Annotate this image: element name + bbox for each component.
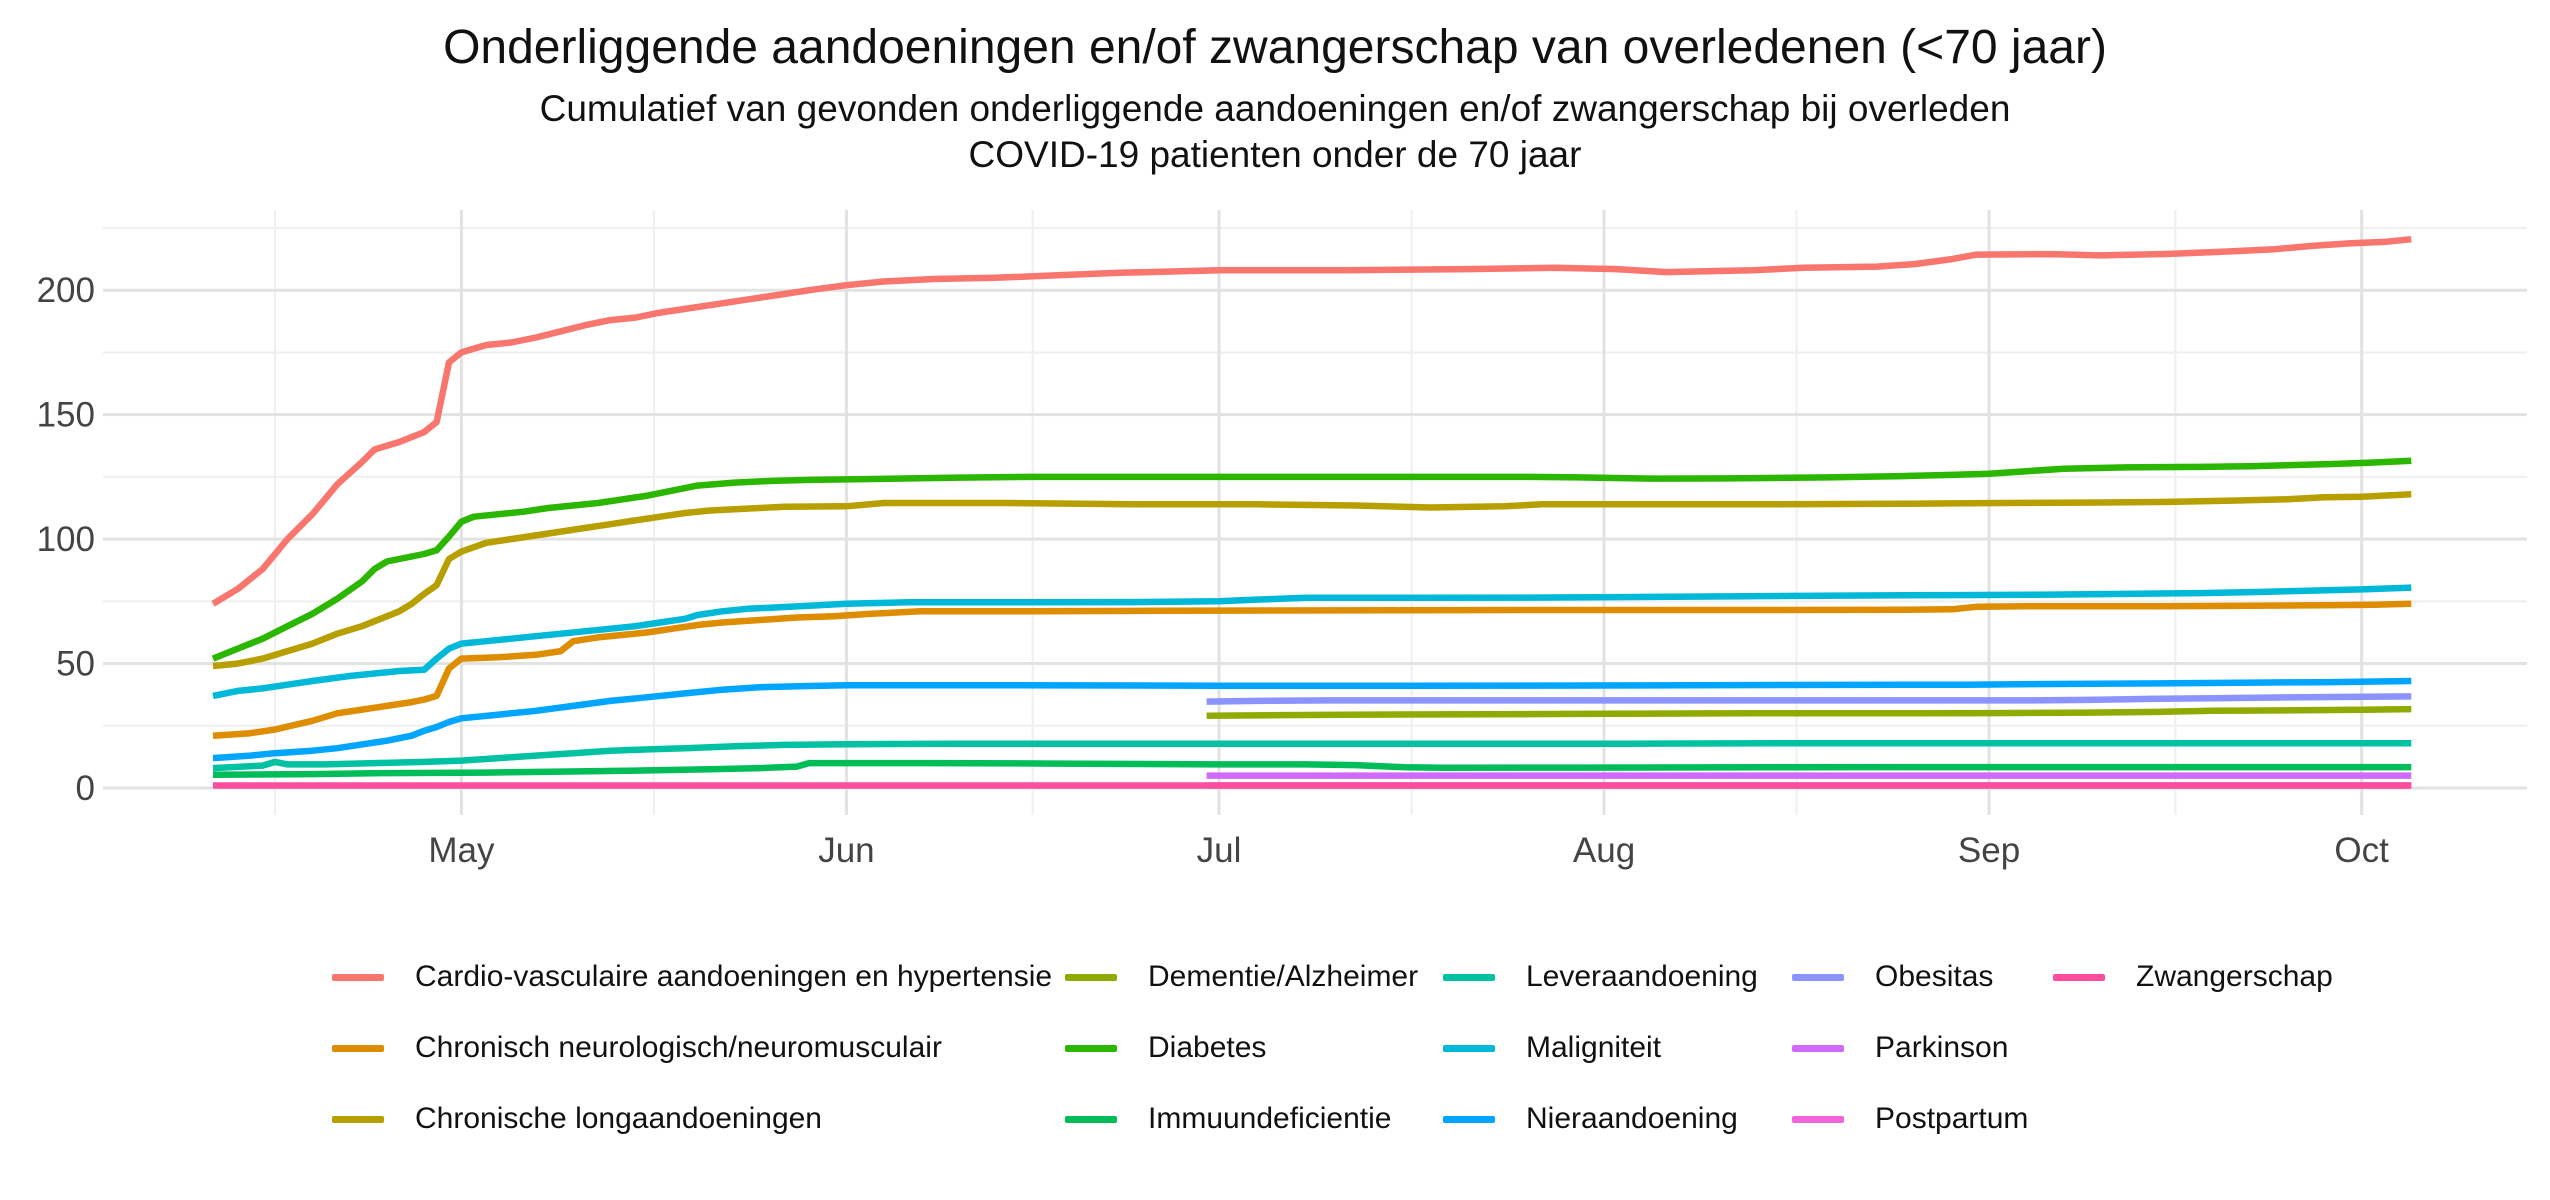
x-tick-label: Oct	[2334, 831, 2389, 870]
x-tick-label: May	[428, 831, 495, 870]
y-tick-label: 150	[37, 396, 95, 435]
legend-item-nieraandoening: Nieraandoening	[1443, 1099, 1738, 1139]
legend-item-chronisch-neurologisch-neuromusculair: Chronisch neurologisch/neuromusculair	[332, 1028, 942, 1068]
legend-item-cardio-vasculaire-aandoeningen-en-hypertensie: Cardio-vasculaire aandoeningen en hypert…	[332, 957, 1052, 997]
chart-subtitle: Cumulatief van gevonden onderliggende aa…	[539, 88, 2011, 175]
legend-key-nieraandoening	[1443, 1115, 1495, 1123]
legend-label: Cardio-vasculaire aandoeningen en hypert…	[415, 960, 1053, 993]
y-tick-label: 0	[76, 769, 95, 808]
y-tick-label: 100	[37, 520, 95, 559]
legend-key-chronische-longaandoeningen	[332, 1115, 384, 1123]
legend-item-diabetes: Diabetes	[1065, 1028, 1266, 1068]
legend-key-dementie-alzheimer	[1065, 973, 1117, 981]
legend-label: Parkinson	[1875, 1031, 2009, 1064]
legend-key-diabetes	[1065, 1044, 1117, 1052]
legend-label: Leveraandoening	[1526, 960, 1758, 993]
legend-key-chronisch-neurologisch-neuromusculair	[332, 1044, 384, 1052]
legend-key-maligniteit	[1443, 1044, 1495, 1052]
series-line-diabetes	[211, 457, 2412, 662]
legend-key-postpartum	[1792, 1115, 1844, 1123]
legend-item-chronische-longaandoeningen: Chronische longaandoeningen	[332, 1099, 822, 1139]
legend-item-zwangerschap: Zwangerschap	[2053, 957, 2333, 997]
series-line-chronisch-neurologisch-neuromusculair	[212, 600, 2412, 739]
legend-key-parkinson	[1792, 1044, 1844, 1052]
legend-item-immuundeficientie: Immuundeficientie	[1065, 1099, 1391, 1139]
legend-item-dementie-alzheimer: Dementie/Alzheimer	[1065, 957, 1418, 997]
legend-item-leveraandoening: Leveraandoening	[1443, 957, 1758, 997]
x-tick-label: Jul	[1197, 831, 1242, 870]
legend-label: Nieraandoening	[1526, 1102, 1738, 1135]
legend-label: Obesitas	[1875, 960, 1994, 993]
x-tick-label: Aug	[1573, 831, 1635, 870]
legend-label: Diabetes	[1148, 1031, 1267, 1064]
legend-item-obesitas: Obesitas	[1792, 957, 1993, 997]
legend-label: Zwangerschap	[2136, 960, 2333, 993]
series-line-chronische-longaandoeningen	[212, 491, 2412, 670]
legend: Cardio-vasculaire aandoeningen en hypert…	[0, 0, 2550, 1135]
legend-key-cardio-vasculaire-aandoeningen-en-hypertensie	[332, 973, 384, 981]
legend-label: Chronische longaandoeningen	[415, 1102, 822, 1135]
legend-item-maligniteit: Maligniteit	[1443, 1028, 1661, 1068]
legend-label: Immuundeficientie	[1148, 1102, 1392, 1135]
legend-item-postpartum: Postpartum	[1792, 1099, 2028, 1139]
plot-area: 0 50 100 150 200 May Jun Jul Aug Sep Oct	[37, 210, 2527, 870]
x-tick-label: Sep	[1958, 831, 2020, 870]
legend-item-parkinson: Parkinson	[1792, 1028, 2008, 1068]
chart-title: Onderliggende aandoeningen en/of zwanger…	[443, 21, 2107, 74]
series-line-leveraandoening	[212, 739, 2412, 772]
legend-key-leveraandoening	[1443, 973, 1495, 981]
legend-key-zwangerschap	[2053, 973, 2105, 981]
legend-label: Dementie/Alzheimer	[1148, 960, 1419, 993]
legend-label: Maligniteit	[1526, 1031, 1662, 1064]
x-tick-label: Jun	[818, 831, 874, 870]
legend-label: Chronisch neurologisch/neuromusculair	[415, 1031, 942, 1064]
series-line-cardio-vasculaire-aandoeningen-en-hypertensie	[211, 235, 2412, 607]
y-tick-label: 200	[37, 271, 95, 310]
series-line-dementie-alzheimer	[1206, 705, 2412, 720]
legend-key-obesitas	[1792, 973, 1844, 981]
series-line-immuundeficientie	[212, 759, 2412, 779]
legend-label: Postpartum	[1875, 1102, 2029, 1135]
series-line-obesitas	[1206, 693, 2412, 705]
legend-key-immuundeficientie	[1065, 1115, 1117, 1123]
y-tick-label: 50	[56, 645, 95, 684]
series-line-maligniteit	[212, 584, 2412, 700]
series-line-nieraandoening	[212, 677, 2412, 762]
